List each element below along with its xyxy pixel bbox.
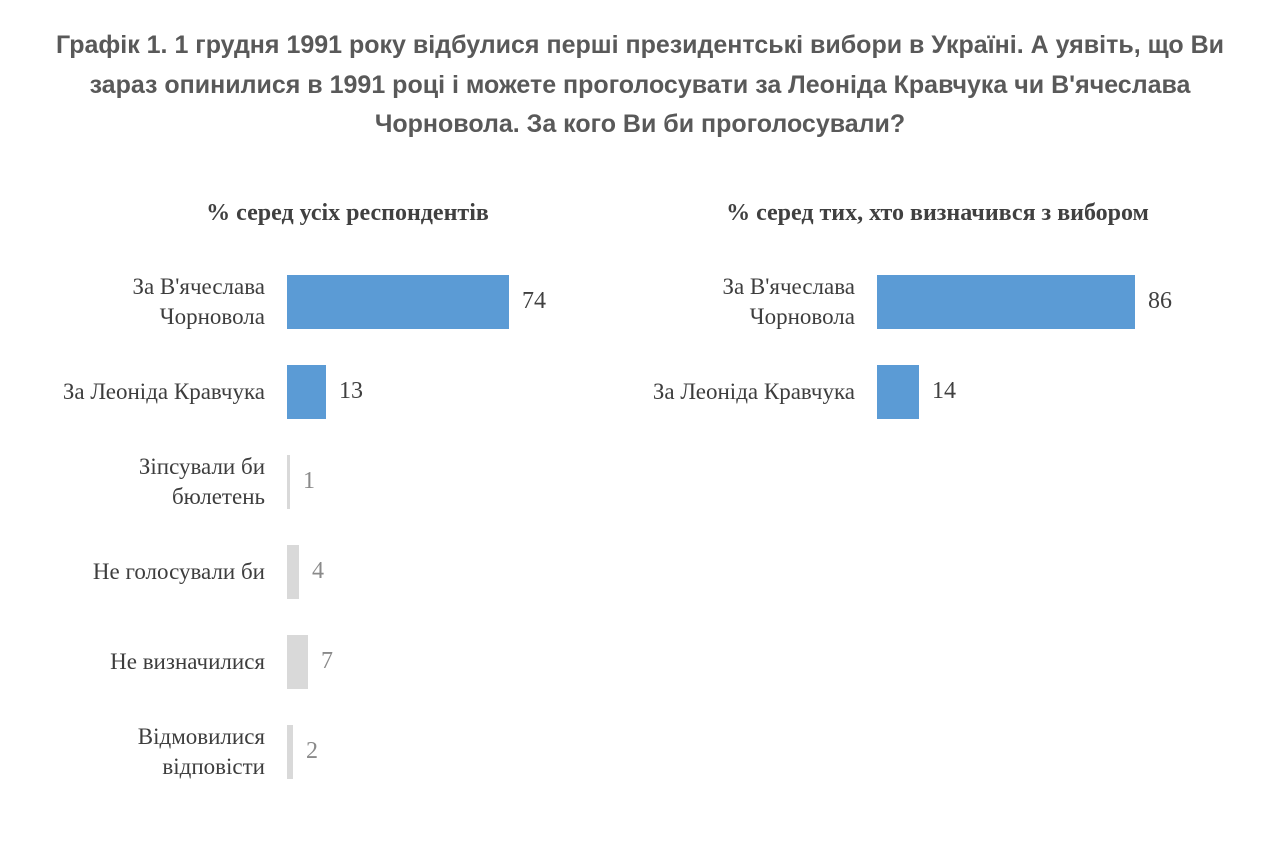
chart-decided-respondents: % серед тих, хто визначився з вибором За…: [645, 171, 1230, 797]
chart-title: % серед тих, хто визначився з вибором: [726, 200, 1149, 227]
value-label: 86: [1148, 288, 1172, 314]
value-label: 7: [321, 648, 333, 674]
category-label: За Леоніда Кравчука: [652, 378, 855, 404]
value-label: 14: [932, 378, 956, 404]
value-label: 2: [306, 738, 318, 764]
chart-row: За В'ячеслава Чорновола 74: [55, 257, 640, 347]
bar: [287, 454, 290, 509]
bar-track: 13: [287, 347, 640, 437]
bar: [287, 634, 308, 689]
chart-row: За Леоніда Кравчука 13: [55, 347, 640, 437]
chart-title: % серед усіх респондентів: [206, 200, 489, 227]
value-label: 4: [312, 558, 324, 584]
category-label: Відмовилися відповісти: [137, 723, 265, 779]
bar-track: 4: [287, 527, 640, 617]
chart-rows: За В'ячеслава Чорновола 74 За Леоніда Крав…: [55, 257, 640, 797]
chart-row: За В'ячеслава Чорновола 86: [645, 257, 1230, 347]
category-label: За Леоніда Кравчука: [62, 378, 265, 404]
bar-track: 7: [287, 617, 640, 707]
bar-track: 86: [877, 257, 1230, 347]
bar-track: 14: [877, 347, 1230, 437]
chart-row: Не визначилися 7: [55, 617, 640, 707]
category-label: За В'ячеслава Чорновола: [722, 273, 855, 329]
category-label: Не визначилися: [110, 648, 265, 674]
chart-row: Відмовилися відповісти 2: [55, 707, 640, 797]
chart-row: Зіпсували би бюлетень 1: [55, 437, 640, 527]
bar: [877, 274, 1135, 329]
chart-row: Не голосували би 4: [55, 527, 640, 617]
bar-track: 74: [287, 257, 640, 347]
value-label: 13: [339, 378, 363, 404]
chart-row: За Леоніда Кравчука 14: [645, 347, 1230, 437]
bar: [877, 364, 919, 419]
value-label: 1: [303, 468, 315, 494]
bar-track: 1: [287, 437, 640, 527]
bar: [287, 274, 509, 329]
category-label: Зіпсували би бюлетень: [138, 453, 265, 509]
page-title: Графік 1. 1 грудня 1991 року відбулися п…: [55, 31, 1224, 138]
category-label: За В'ячеслава Чорновола: [132, 273, 265, 329]
bar: [287, 724, 293, 779]
bar: [287, 544, 299, 599]
bar-track: 2: [287, 707, 640, 797]
charts-container: % серед усіх респондентів За В'ячеслава …: [0, 171, 1280, 797]
chart-all-respondents: % серед усіх респондентів За В'ячеслава …: [55, 171, 640, 797]
category-label: Не голосували би: [92, 558, 265, 584]
chart-rows: За В'ячеслава Чорновола 86 За Леоніда Крав…: [645, 257, 1230, 437]
bar: [287, 364, 326, 419]
value-label: 74: [522, 288, 546, 314]
